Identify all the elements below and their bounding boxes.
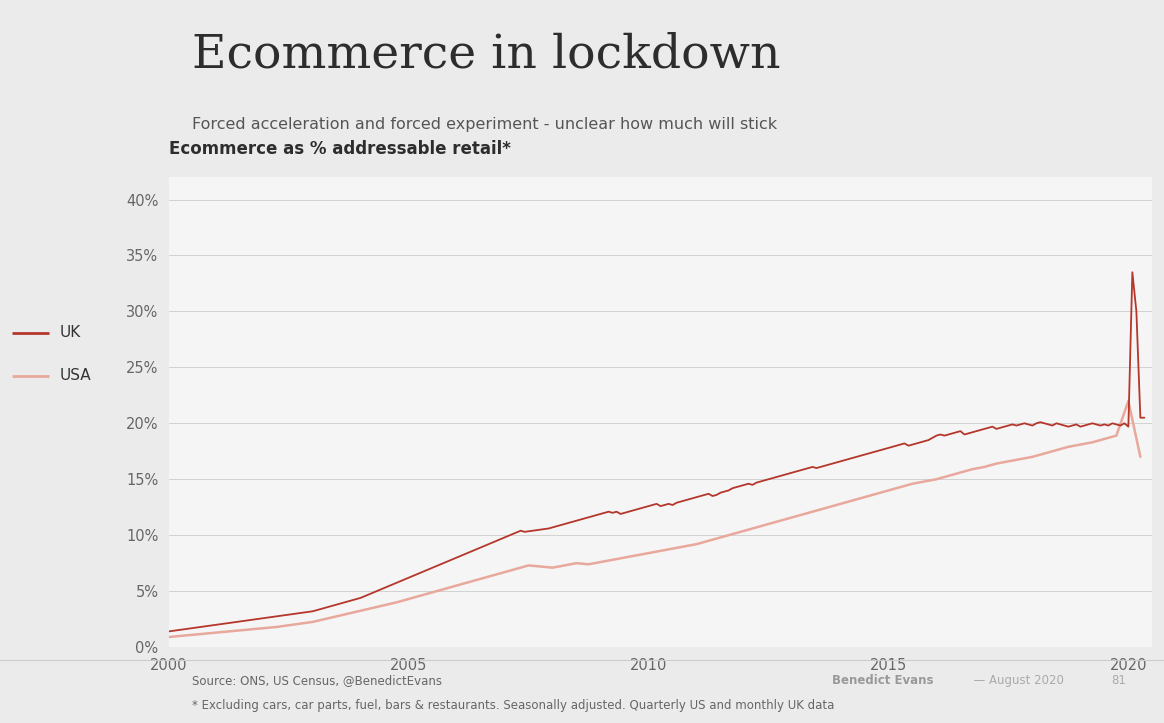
Text: Benedict Evans: Benedict Evans bbox=[832, 674, 934, 687]
Text: 81: 81 bbox=[1112, 674, 1127, 687]
Text: Ecommerce in lockdown: Ecommerce in lockdown bbox=[192, 33, 781, 78]
Text: Ecommerce as % addressable retail*: Ecommerce as % addressable retail* bbox=[169, 140, 511, 158]
Text: Source: ONS, US Census, @BenedictEvans: Source: ONS, US Census, @BenedictEvans bbox=[192, 674, 442, 687]
Text: Forced acceleration and forced experiment - unclear how much will stick: Forced acceleration and forced experimen… bbox=[192, 117, 778, 132]
Text: — August 2020: — August 2020 bbox=[966, 674, 1064, 687]
Text: UK: UK bbox=[61, 325, 81, 340]
Text: USA: USA bbox=[61, 369, 92, 383]
Text: * Excluding cars, car parts, fuel, bars & restaurants. Seasonally adjusted. Quar: * Excluding cars, car parts, fuel, bars … bbox=[192, 699, 835, 712]
